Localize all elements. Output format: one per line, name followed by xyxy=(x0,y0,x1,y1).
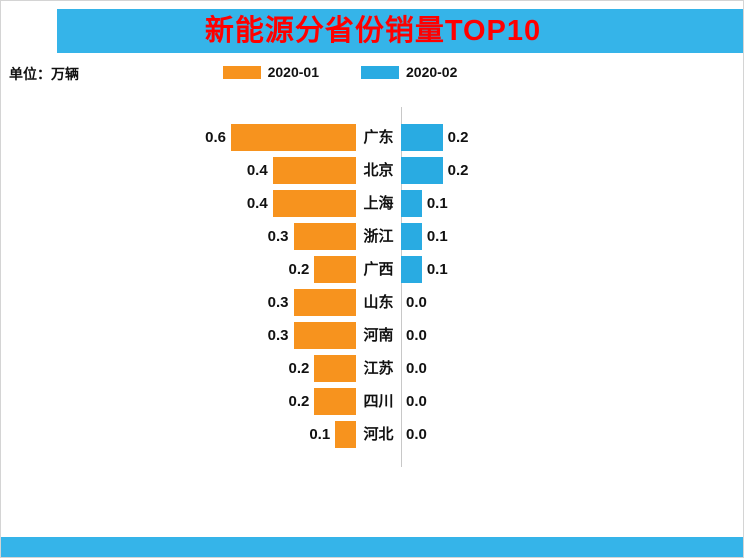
center-axis-line xyxy=(401,107,402,467)
chart-row: 0.6 广东 0.2 xyxy=(1,121,743,154)
bar-2020-02 xyxy=(401,256,422,283)
value-label-2020-01: 0.4 xyxy=(246,195,268,212)
legend-label-2020-01: 2020-01 xyxy=(267,64,319,80)
value-label-2020-02: 0.1 xyxy=(426,195,448,212)
chart-row: 0.4 上海 0.1 xyxy=(1,187,743,220)
value-label-2020-01: 0.4 xyxy=(246,162,268,179)
left-bar-cell: 0.2 xyxy=(1,355,356,382)
right-bar-cell: 0.0 xyxy=(401,388,743,415)
left-bar-cell: 0.3 xyxy=(1,289,356,316)
chart-row: 0.2 江苏 0.0 xyxy=(1,352,743,385)
bar-2020-01 xyxy=(272,157,356,184)
legend-swatch-orange xyxy=(222,65,261,79)
category-label: 四川 xyxy=(363,393,394,410)
right-bar-cell: 0.0 xyxy=(401,355,743,382)
value-label-2020-01: 0.6 xyxy=(205,129,226,146)
value-label-2020-02: 0.2 xyxy=(447,129,469,146)
right-bar-cell: 0.1 xyxy=(401,223,743,250)
left-bar-cell: 0.4 xyxy=(1,190,356,217)
value-label-2020-02: 0.0 xyxy=(406,294,427,311)
page-title: 新能源分省份销量TOP10 xyxy=(204,15,542,47)
chart-row: 0.2 广西 0.1 xyxy=(1,253,743,286)
chart-row: 0.1 河北 0.0 xyxy=(1,418,743,451)
left-bar-cell: 0.1 xyxy=(1,421,356,448)
title-banner: 新能源分省份销量TOP10 xyxy=(57,9,743,53)
left-bar-cell: 0.2 xyxy=(1,388,356,415)
bar-2020-01 xyxy=(314,388,356,415)
footer-banner xyxy=(1,537,743,557)
bar-2020-01 xyxy=(293,322,356,349)
legend-item-2020-02: 2020-02 xyxy=(361,64,457,80)
chart-row: 0.3 山东 0.0 xyxy=(1,286,743,319)
meta-row: 单位：万辆 2020-01 2020-02 xyxy=(1,61,743,87)
tornado-bar-chart: 0.6 广东 0.2 0.4 北京 0.2 0.4 上海 0.1 0.3 浙江 0.1 0.2 广西 0.1… xyxy=(1,107,743,467)
bar-2020-02 xyxy=(401,223,422,250)
bar-2020-01 xyxy=(231,124,356,151)
right-bar-cell: 0.1 xyxy=(401,190,743,217)
right-bar-cell: 0.0 xyxy=(401,289,743,316)
left-bar-cell: 0.6 xyxy=(1,124,356,151)
unit-label: 单位：万辆 xyxy=(9,66,79,82)
category-label: 河南 xyxy=(363,327,394,344)
bar-2020-02 xyxy=(401,124,443,151)
bar-2020-01 xyxy=(314,355,356,382)
value-label-2020-02: 0.1 xyxy=(426,228,448,245)
left-bar-cell: 0.4 xyxy=(1,157,356,184)
chart-rows: 0.6 广东 0.2 0.4 北京 0.2 0.4 上海 0.1 0.3 浙江 0.1 0.2 广西 0.1… xyxy=(1,121,743,451)
category-label: 江苏 xyxy=(363,360,394,377)
value-label-2020-02: 0.1 xyxy=(426,261,448,278)
right-bar-cell: 0.1 xyxy=(401,256,743,283)
chart-row: 0.2 四川 0.0 xyxy=(1,385,743,418)
left-bar-cell: 0.3 xyxy=(1,223,356,250)
chart-row: 0.3 河南 0.0 xyxy=(1,319,743,352)
bar-2020-01 xyxy=(293,223,356,250)
value-label-2020-02: 0.2 xyxy=(447,162,469,179)
value-label-2020-02: 0.0 xyxy=(406,426,427,443)
right-bar-cell: 0.0 xyxy=(401,322,743,349)
bar-2020-01 xyxy=(293,289,356,316)
right-bar-cell: 0.2 xyxy=(401,124,743,151)
value-label-2020-01: 0.2 xyxy=(288,393,310,410)
category-label: 北京 xyxy=(363,162,394,179)
value-label-2020-01: 0.3 xyxy=(267,294,289,311)
bar-2020-01 xyxy=(335,421,356,448)
bar-2020-02 xyxy=(401,157,443,184)
chart-row: 0.3 浙江 0.1 xyxy=(1,220,743,253)
bar-2020-01 xyxy=(314,256,356,283)
category-label: 浙江 xyxy=(363,228,394,245)
legend-swatch-blue xyxy=(361,65,399,79)
category-label: 河北 xyxy=(363,426,394,443)
value-label-2020-01: 0.2 xyxy=(288,360,310,377)
right-bar-cell: 0.2 xyxy=(401,157,743,184)
left-bar-cell: 0.3 xyxy=(1,322,356,349)
chart-row: 0.4 北京 0.2 xyxy=(1,154,743,187)
bar-2020-01 xyxy=(272,190,356,217)
value-label-2020-01: 0.1 xyxy=(309,426,331,443)
value-label-2020-02: 0.0 xyxy=(406,327,427,344)
legend-item-2020-01: 2020-01 xyxy=(222,64,319,80)
value-label-2020-01: 0.3 xyxy=(267,327,289,344)
value-label-2020-02: 0.0 xyxy=(406,393,427,410)
legend: 2020-01 2020-02 xyxy=(1,64,711,80)
value-label-2020-01: 0.2 xyxy=(288,261,310,278)
left-bar-cell: 0.2 xyxy=(1,256,356,283)
bar-2020-02 xyxy=(401,190,422,217)
category-label: 上海 xyxy=(363,195,394,212)
legend-label-2020-02: 2020-02 xyxy=(406,64,458,80)
right-bar-cell: 0.0 xyxy=(401,421,743,448)
value-label-2020-01: 0.3 xyxy=(267,228,289,245)
category-label: 广东 xyxy=(363,129,394,146)
category-label: 广西 xyxy=(363,261,394,278)
category-label: 山东 xyxy=(363,294,394,311)
value-label-2020-02: 0.0 xyxy=(406,360,427,377)
